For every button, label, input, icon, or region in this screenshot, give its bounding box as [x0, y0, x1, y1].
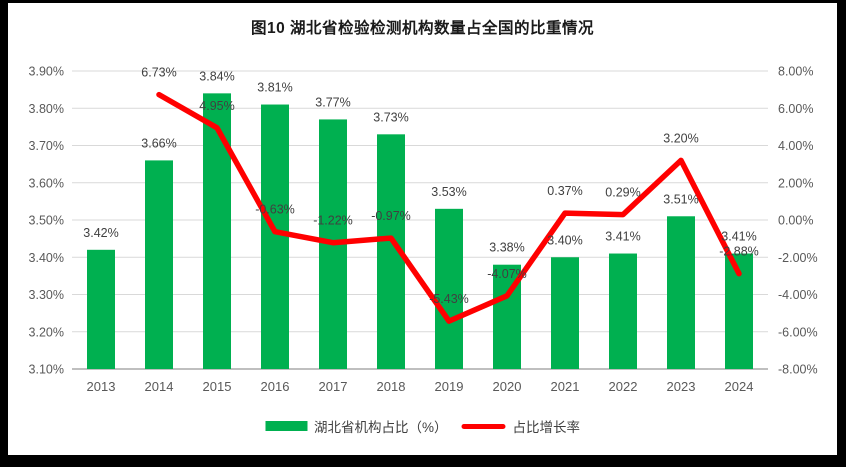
bar-data-label: 3.41% — [721, 230, 756, 244]
bar-2022 — [609, 253, 637, 369]
bar-data-label: 3.66% — [141, 136, 176, 150]
right-axis-tick: 4.00% — [778, 139, 813, 153]
x-axis-label: 2014 — [145, 379, 174, 394]
x-axis-label: 2022 — [609, 379, 638, 394]
x-axis-label: 2018 — [377, 379, 406, 394]
legend-item-line-series: 占比增长率 — [461, 416, 581, 436]
bar-2021 — [551, 257, 579, 369]
left-axis-tick: 3.80% — [29, 102, 64, 116]
chart-legend: 湖北省机构占比（%） 占比增长率 — [264, 416, 581, 436]
x-axis-label: 2016 — [261, 379, 290, 394]
bar-2015 — [203, 93, 231, 369]
right-axis-tick: 6.00% — [778, 102, 813, 116]
bar-data-label: 3.42% — [83, 226, 118, 240]
bar-data-label: 3.41% — [605, 230, 640, 244]
bar-2019 — [435, 208, 463, 369]
right-axis-tick: -8.00% — [778, 363, 818, 377]
right-axis-tick: 0.00% — [778, 214, 813, 228]
combo-chart-svg: 3.90% 8.00% 3.80% 6.00% 3.70% 4.00% 3.60% 2.00%… — [29, 65, 818, 395]
line-data-label: -5.43% — [429, 292, 469, 306]
right-axis-tick: -4.00% — [778, 288, 818, 302]
right-axis-tick: -2.00% — [778, 251, 818, 265]
chart-title: 图10 湖北省检验检测机构数量占全国的比重情况 — [250, 20, 595, 37]
bar-2016 — [261, 104, 289, 370]
bar-2014 — [145, 160, 173, 369]
line-data-label: 6.73% — [141, 66, 176, 80]
bar-2023 — [667, 216, 695, 369]
combo-chart: 图10 湖北省检验检测机构数量占全国的比重情况 3.90% 8.00% 3.80% 6… — [8, 3, 837, 455]
bar-data-label: 3.81% — [257, 81, 292, 95]
line-data-label: 3.20% — [663, 131, 698, 145]
line-data-label: -2.88% — [719, 245, 759, 259]
right-axis-tick: -6.00% — [778, 325, 818, 339]
line-data-label: -1.22% — [313, 214, 353, 228]
legend-label-bar-series: 湖北省机构占比（%） — [313, 420, 448, 435]
bar-2013 — [87, 249, 115, 369]
bar-series-swatch-icon — [264, 421, 307, 431]
right-axis-tick: 2.00% — [778, 176, 813, 190]
line-data-label: 4.95% — [199, 99, 234, 113]
x-axis-label: 2015 — [203, 379, 232, 394]
legend-label-line-series: 占比增长率 — [512, 420, 581, 435]
line-data-label: 0.37% — [547, 184, 582, 198]
left-axis-tick: 3.60% — [29, 176, 64, 190]
x-axis-label: 2021 — [551, 379, 580, 394]
line-data-label: -0.97% — [371, 209, 411, 223]
x-axis-label: 2024 — [725, 379, 754, 394]
left-axis-tick: 3.70% — [29, 139, 64, 153]
bar-data-label: 3.40% — [547, 233, 582, 247]
line-data-label: 0.29% — [605, 186, 640, 200]
left-axis-tick: 3.10% — [29, 363, 64, 377]
x-axis-label: 2019 — [435, 379, 464, 394]
bar-data-label: 3.73% — [373, 110, 408, 124]
left-axis-tick: 3.50% — [29, 214, 64, 228]
left-axis-tick: 3.30% — [29, 288, 64, 302]
growth-rate-line — [156, 91, 742, 324]
legend-item-bar-series: 湖北省机构占比（%） — [264, 416, 448, 436]
x-axis-label: 2013 — [87, 379, 116, 394]
left-axis-tick: 3.40% — [29, 251, 64, 265]
x-axis-label: 2023 — [667, 379, 696, 394]
line-series-swatch-icon — [461, 423, 506, 429]
bar-data-label: 3.38% — [489, 241, 524, 255]
x-axis-label: 2017 — [319, 379, 348, 394]
line-data-label: -0.63% — [255, 203, 295, 217]
left-axis-tick: 3.90% — [29, 65, 64, 79]
x-axis-label: 2020 — [493, 379, 522, 394]
bar-data-label: 3.84% — [199, 69, 234, 83]
line-data-label: -4.07% — [487, 267, 527, 281]
bar-data-label: 3.51% — [663, 192, 698, 206]
bar-data-label: 3.77% — [315, 95, 350, 109]
bar-data-label: 3.53% — [431, 185, 466, 199]
right-axis-tick: 8.00% — [778, 65, 813, 79]
left-axis-tick: 3.20% — [29, 325, 64, 339]
